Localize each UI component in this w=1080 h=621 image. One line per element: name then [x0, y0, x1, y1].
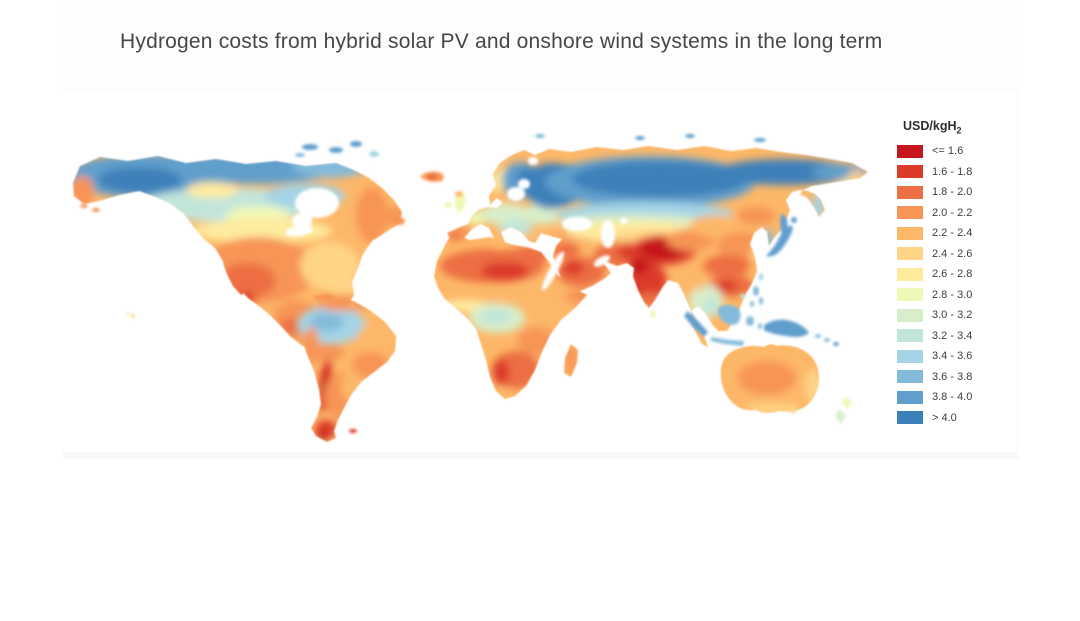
legend-swatch — [897, 226, 923, 240]
legend-swatch — [897, 267, 923, 281]
legend-item: 3.6 - 3.8 — [897, 370, 1017, 383]
legend-item: 2.8 - 3.0 — [897, 288, 1017, 301]
legend-label: 2.0 - 2.2 — [932, 206, 973, 219]
legend-label: 3.6 - 3.8 — [932, 370, 973, 383]
legend-label: 2.8 - 3.0 — [932, 288, 973, 301]
legend-swatch — [897, 411, 923, 424]
legend-item: 1.6 - 1.8 — [897, 165, 1017, 178]
legend-item: 3.2 - 3.4 — [897, 329, 1017, 342]
legend-label: 2.2 - 2.4 — [932, 227, 973, 239]
legend-label: 2.6 - 2.8 — [932, 268, 973, 280]
legend-swatch — [897, 329, 923, 342]
plot-right-edge — [1017, 93, 1019, 459]
legend-label: 3.8 - 4.0 — [932, 391, 973, 403]
legend-item: > 4.0 — [897, 411, 1017, 424]
legend-label: 1.8 - 2.0 — [932, 186, 973, 198]
plot-area — [63, 93, 1018, 453]
legend-swatch — [897, 144, 923, 158]
legend-label: 1.6 - 1.8 — [932, 165, 973, 178]
legend-label: <= 1.6 — [932, 145, 964, 157]
legend: USD/kgH2 <= 1.6 1.6 - 1.8 1.8 - 2.0 2.0 - 2… — [897, 119, 1017, 432]
legend-item: 2.0 - 2.2 — [897, 206, 1017, 219]
chart-title: Hydrogen costs from hybrid solar PV and … — [120, 30, 883, 53]
legend-swatch — [897, 288, 923, 301]
legend-swatch — [897, 308, 923, 322]
legend-swatch — [897, 206, 923, 219]
legend-items: <= 1.6 1.6 - 1.8 1.8 - 2.0 2.0 - 2.2 2.2 - 2… — [897, 144, 1017, 424]
legend-label: 2.4 - 2.6 — [932, 247, 973, 260]
legend-label: 3.2 - 3.4 — [932, 329, 973, 342]
legend-item: 3.8 - 4.0 — [897, 390, 1017, 404]
legend-label: 3.0 - 3.2 — [932, 309, 973, 321]
legend-item: 2.6 - 2.8 — [897, 267, 1017, 281]
legend-label: 3.4 - 3.6 — [932, 350, 973, 362]
legend-title: USD/kgH2 — [903, 119, 962, 136]
plot-bottom-edge — [63, 452, 1018, 459]
legend-swatch — [897, 370, 923, 383]
legend-item: 3.0 - 3.2 — [897, 308, 1017, 322]
title-band — [63, 0, 1018, 93]
legend-item: 2.4 - 2.6 — [897, 247, 1017, 260]
legend-swatch — [897, 185, 923, 199]
legend-swatch — [897, 349, 923, 363]
legend-item: <= 1.6 — [897, 144, 1017, 158]
legend-swatch — [897, 165, 923, 178]
legend-title-subscript: 2 — [956, 125, 962, 136]
legend-item: 3.4 - 3.6 — [897, 349, 1017, 363]
legend-swatch — [897, 247, 923, 260]
legend-item: 2.2 - 2.4 — [897, 226, 1017, 240]
legend-swatch — [897, 390, 923, 404]
legend-label: > 4.0 — [932, 411, 957, 424]
legend-item: 1.8 - 2.0 — [897, 185, 1017, 199]
